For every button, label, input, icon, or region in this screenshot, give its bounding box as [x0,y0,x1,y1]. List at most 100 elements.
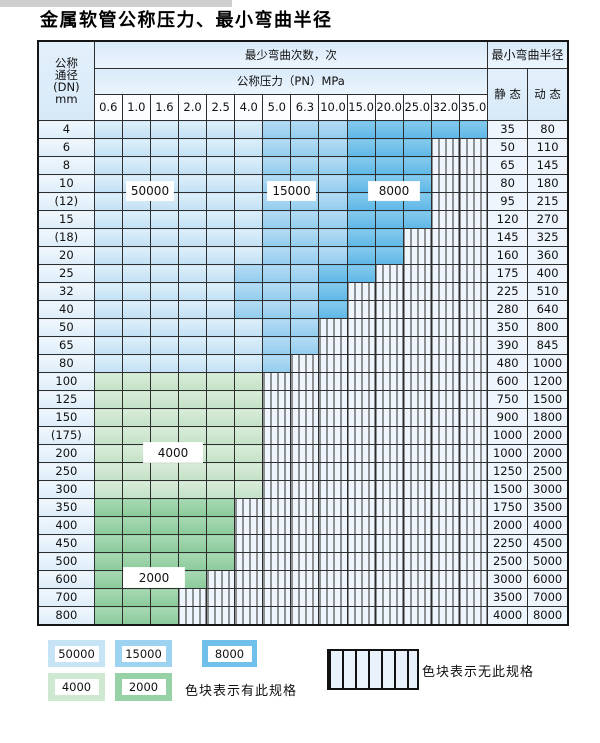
spec-cell-available [206,390,236,409]
table-row: 300 1500 3000 [37,480,569,499]
spec-cell-available [93,552,123,571]
table-row: 50 350 800 [37,318,569,337]
dynamic-radius-value: 4500 [527,534,569,553]
dynamic-radius-value: 5000 [527,552,569,571]
spec-cell-available [206,516,236,535]
spec-cell-available [177,156,208,175]
spec-cell-unavailable [458,246,489,265]
spec-cell-unavailable [458,192,489,211]
static-radius-value: 65 [487,156,529,175]
spec-cell-unavailable [402,588,432,607]
spec-cell-unavailable [318,462,348,481]
spec-cell-unavailable [262,390,292,409]
spec-cell-unavailable [402,408,432,427]
spec-cell-available [318,300,348,319]
spec-table: 公称 通径 (DN) mm 最少弯曲次数，次 最小弯曲半径 公称压力（PN）MP… [37,40,569,626]
spec-cell-unavailable [430,300,460,319]
spec-cell-available [206,192,236,211]
spec-cell-available [402,138,432,157]
static-radius-value: 2250 [487,534,529,553]
spec-cell-available [346,246,376,265]
spec-cell-available [206,282,236,301]
spec-cell-unavailable [430,174,460,193]
spec-cell-available [121,552,151,571]
spec-cell-unavailable [374,282,404,301]
dn-header-line: (DN) [53,80,80,94]
spec-cell-available [234,138,264,157]
spec-cell-available [318,174,348,193]
spec-cell-available [149,408,179,427]
spec-cell-available [206,354,236,373]
spec-cell-unavailable [318,480,348,499]
spec-cell-available [206,138,236,157]
pressure-column-header: 25.0 [402,94,432,121]
spec-cell-available [93,588,123,607]
spec-cell-available [234,156,264,175]
spec-cell-unavailable [234,588,264,607]
spec-cell-available [402,156,432,175]
static-radius-value: 750 [487,390,529,409]
spec-cell-unavailable [262,426,292,445]
spec-cell-available [234,210,264,229]
legend-swatch-label: 2000 [121,679,166,695]
spec-cell-available [149,354,179,373]
spec-cell-available [374,228,404,247]
spec-cell-available [206,246,236,265]
spec-cell-available [121,426,151,445]
spec-cell-available [206,408,236,427]
static-radius-value: 1500 [487,480,529,499]
dn-header-line: 公称 [54,55,78,70]
spec-cell-available [234,246,264,265]
spec-cell-available [177,246,208,265]
spec-cell-available [93,390,123,409]
pressure-column-header: 35.0 [458,94,489,121]
spec-cell-unavailable [262,534,292,553]
spec-cell-unavailable [430,588,460,607]
spec-cell-unavailable [374,336,404,355]
dynamic-radius-value: 2000 [527,426,569,445]
static-radius-value: 1750 [487,498,529,517]
spec-cell-unavailable [346,372,376,391]
cycle-count-label: 15000 [268,182,315,200]
spec-cell-unavailable [402,282,432,301]
spec-cell-unavailable [234,534,264,553]
spec-cell-available [177,210,208,229]
spec-cell-unavailable [318,534,348,553]
dynamic-radius-value: 215 [527,192,569,211]
spec-cell-available [121,516,151,535]
spec-cell-available [93,246,123,265]
spec-cell-unavailable [458,534,489,553]
spec-cell-available [262,246,292,265]
spec-cell-available [177,318,208,337]
spec-cell-unavailable [458,570,489,589]
dynamic-radius-value: 180 [527,174,569,193]
spec-cell-available [93,336,123,355]
table-row: 8 65 145 [37,156,569,175]
spec-cell-unavailable [318,588,348,607]
cycle-count-label: 8000 [369,182,419,200]
dn-label: 125 [37,390,95,409]
spec-cell-available [177,534,208,553]
spec-cell-unavailable [402,246,432,265]
dynamic-radius-value: 145 [527,156,569,175]
static-radius-value: 145 [487,228,529,247]
spec-cell-available [262,282,292,301]
spec-cell-unavailable [430,606,460,626]
spec-cell-unavailable [430,228,460,247]
spec-cell-available [374,120,404,139]
spec-cell-available [346,192,376,211]
spec-cell-unavailable [234,498,264,517]
spec-cell-available [374,210,404,229]
dn-label: 15 [37,210,95,229]
cycle-count-label: 2000 [124,568,184,587]
spec-cell-available [93,156,123,175]
table-row: 32 225 510 [37,282,569,301]
dn-label: 600 [37,570,95,589]
spec-cell-available [262,318,292,337]
static-radius-value: 600 [487,372,529,391]
dn-label: 25 [37,264,95,283]
static-column-header: 静 态 [487,68,529,121]
spec-cell-unavailable [430,534,460,553]
spec-cell-available [93,480,123,499]
dn-label: 4 [37,120,95,139]
